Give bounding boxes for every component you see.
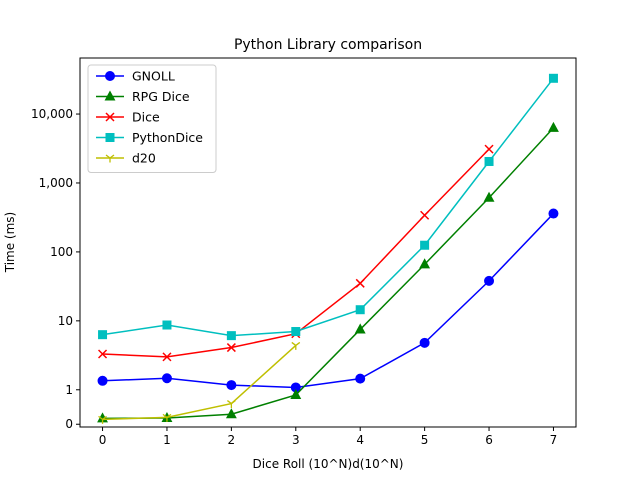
x-tick-label: 7 bbox=[550, 433, 558, 447]
data-point bbox=[226, 380, 237, 391]
data-point bbox=[484, 156, 494, 166]
data-point bbox=[484, 275, 495, 286]
data-point bbox=[291, 327, 301, 337]
data-point bbox=[226, 331, 236, 341]
series-gnoll bbox=[97, 208, 559, 393]
data-point bbox=[226, 400, 236, 409]
legend-item: GNOLL bbox=[96, 69, 175, 84]
y-tick-label: 1 bbox=[65, 383, 73, 397]
legend-item: d20 bbox=[96, 151, 156, 166]
x-axis-label: Dice Roll (10^N)d(10^N) bbox=[253, 457, 404, 471]
series-line bbox=[102, 213, 554, 389]
data-point bbox=[354, 323, 366, 334]
legend-item: RPG Dice bbox=[96, 89, 190, 104]
legend-item: Dice bbox=[96, 110, 160, 125]
x-tick-label: 0 bbox=[99, 433, 107, 447]
series-line bbox=[102, 77, 555, 337]
legend-marker bbox=[105, 154, 115, 163]
plot-area bbox=[97, 73, 559, 424]
data-point bbox=[419, 337, 430, 348]
data-point bbox=[548, 73, 558, 83]
data-point bbox=[420, 210, 430, 220]
y-tick-label: 10 bbox=[58, 314, 73, 328]
chart-title: Python Library comparison bbox=[234, 37, 422, 53]
legend-marker bbox=[105, 112, 115, 122]
data-point bbox=[420, 240, 430, 250]
series-pythondice bbox=[98, 73, 558, 341]
legend-marker bbox=[104, 90, 116, 101]
legend-label: d20 bbox=[132, 151, 156, 166]
data-point bbox=[225, 408, 237, 419]
y-axis-label: Time (ms) bbox=[3, 212, 17, 274]
data-point bbox=[291, 341, 301, 350]
data-point bbox=[161, 373, 172, 384]
data-point bbox=[419, 258, 431, 269]
y-tick-label: 10,000 bbox=[31, 107, 73, 121]
y-tick-label: 100 bbox=[50, 245, 73, 259]
data-point bbox=[483, 191, 495, 202]
data-point bbox=[548, 121, 559, 132]
legend-item: PythonDice bbox=[96, 130, 203, 145]
data-point bbox=[355, 373, 366, 384]
data-point bbox=[98, 349, 108, 359]
legend-label: PythonDice bbox=[132, 130, 203, 145]
legend-label: GNOLL bbox=[132, 69, 175, 84]
data-point bbox=[355, 278, 365, 288]
x-tick-label: 6 bbox=[485, 433, 493, 447]
data-point bbox=[484, 144, 494, 154]
legend-label: RPG Dice bbox=[132, 89, 190, 104]
data-point bbox=[98, 330, 108, 340]
legend: GNOLL RPG Dice Dice PythonDice d20 bbox=[87, 64, 217, 173]
x-tick-label: 2 bbox=[228, 433, 236, 447]
x-tick-label: 3 bbox=[292, 433, 300, 447]
data-point bbox=[548, 208, 559, 219]
x-tick-label: 4 bbox=[356, 433, 364, 447]
data-point bbox=[162, 413, 172, 422]
y-tick-label: 0 bbox=[65, 417, 73, 431]
data-point bbox=[226, 343, 236, 353]
y-axis-ticks: 0 1 10 100 1,000 10,000 bbox=[31, 107, 80, 431]
x-tick-label: 5 bbox=[421, 433, 429, 447]
x-axis-ticks: 0 1 2 3 4 5 6 7 bbox=[99, 427, 558, 447]
data-point bbox=[98, 415, 107, 424]
legend-box bbox=[87, 64, 217, 173]
legend-label: Dice bbox=[132, 110, 160, 125]
data-point bbox=[97, 375, 108, 386]
data-point bbox=[162, 320, 172, 330]
series-d20 bbox=[98, 341, 301, 424]
legend-marker bbox=[105, 133, 115, 142]
y-tick-label: 1,000 bbox=[39, 176, 73, 190]
data-point bbox=[290, 388, 302, 399]
series-line bbox=[102, 344, 297, 421]
legend-marker bbox=[105, 71, 115, 81]
data-point bbox=[355, 305, 365, 315]
series-line bbox=[102, 127, 555, 420]
x-tick-label: 1 bbox=[163, 433, 171, 447]
data-point bbox=[162, 352, 172, 362]
series-rpg-dice bbox=[97, 121, 559, 423]
axes-frame bbox=[79, 57, 577, 428]
